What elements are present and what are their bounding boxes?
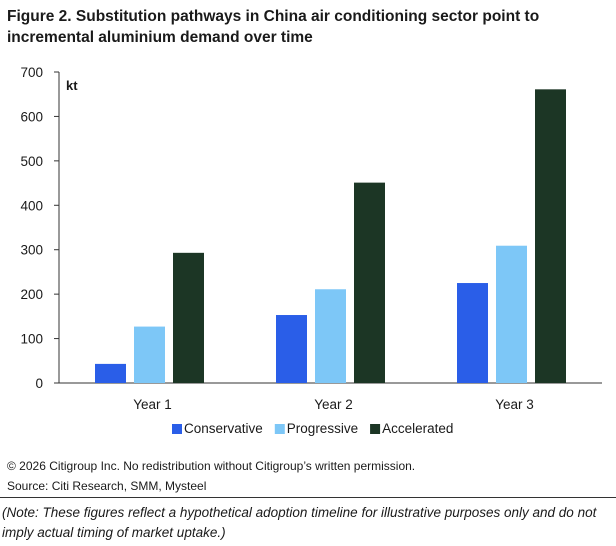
x-tick-label: Year 2 (314, 397, 353, 412)
bar-progressive-year-2 (315, 289, 346, 383)
bar-conservative-year-3 (457, 283, 488, 383)
disclaimer-note: (Note: These figures reflect a hypotheti… (2, 505, 597, 540)
copyright-notice: © 2026 Citigroup Inc. No redistribution … (7, 459, 416, 473)
legend-label-progressive: Progressive (287, 421, 358, 436)
legend-label-accelerated: Accelerated (382, 421, 453, 436)
chart-title: Figure 2. Substitution pathways in China… (7, 8, 540, 46)
y-tick-label: 200 (20, 287, 43, 302)
bar-conservative-year-2 (276, 315, 307, 383)
bar-progressive-year-1 (134, 326, 165, 383)
bar-accelerated-year-3 (535, 89, 566, 383)
legend-swatch-accelerated (370, 424, 381, 434)
bar-progressive-year-3 (496, 245, 527, 383)
legend-swatch-conservative (172, 424, 182, 434)
y-tick-label: 100 (20, 332, 43, 347)
divider (0, 497, 616, 498)
bar-conservative-year-1 (95, 363, 126, 383)
x-tick-label: Year 1 (133, 397, 172, 412)
x-tick-label: Year 3 (495, 397, 534, 412)
y-axis-unit-label: kt (66, 78, 78, 93)
bar-accelerated-year-1 (173, 252, 204, 383)
bar-accelerated-year-2 (354, 182, 385, 383)
legend-label-conservative: Conservative (184, 421, 263, 436)
y-tick-label: 700 (20, 65, 43, 80)
legend-swatch-progressive (274, 424, 285, 434)
y-tick-label: 500 (20, 154, 43, 169)
y-tick-label: 300 (20, 243, 43, 258)
y-tick-label: 600 (20, 109, 43, 124)
y-tick-label: 0 (35, 376, 43, 391)
bar-chart: 0 100 200 300 400 500 600 700 kt Year 1 Year 2 Year… (20, 65, 602, 436)
y-tick-label: 400 (20, 198, 43, 213)
source-note: Source: Citi Research, SMM, Mysteel (7, 479, 207, 493)
